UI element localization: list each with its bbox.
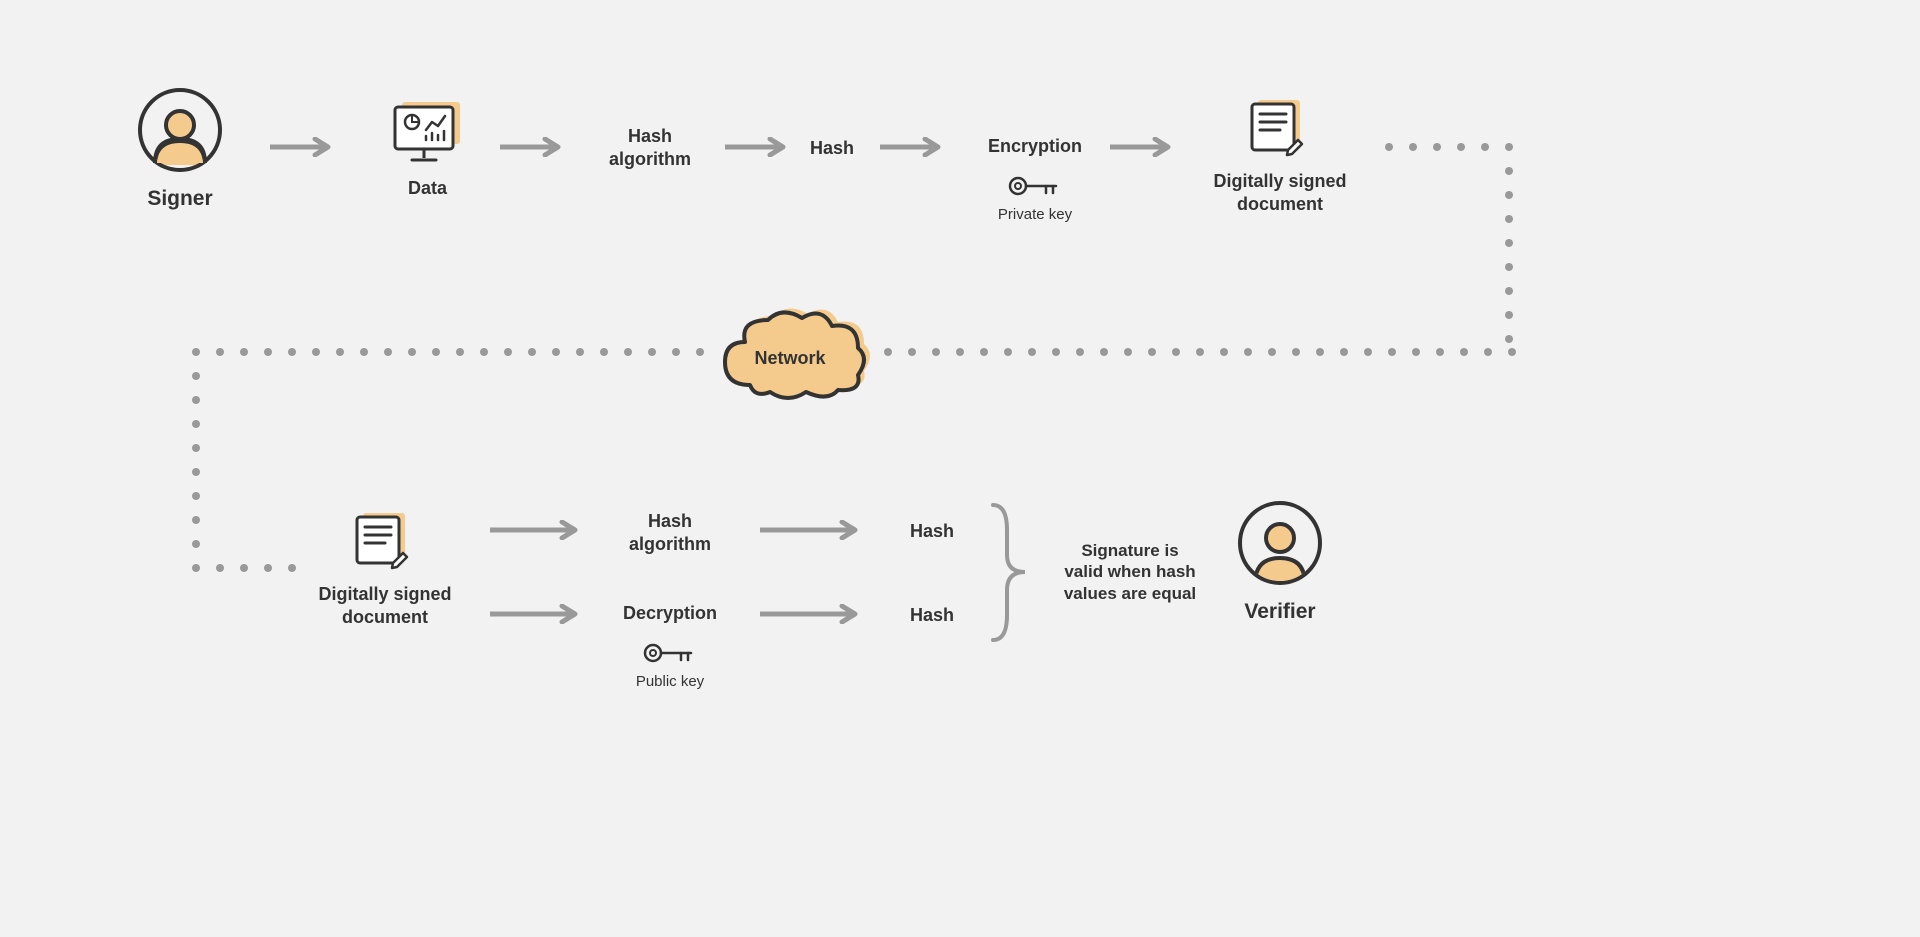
- verifier-label: Verifier: [1244, 600, 1315, 624]
- network-node: Network: [710, 300, 870, 410]
- hash-algorithm-top: Hash algorithm: [590, 125, 710, 170]
- signed-doc-bottom: Digitally signed document: [300, 513, 470, 628]
- monitor-icon: [390, 102, 465, 167]
- arrow: [760, 604, 865, 624]
- decryption-node: Decryption Public key: [610, 602, 730, 690]
- dotted-connector: [192, 348, 704, 356]
- network-label: Network: [710, 347, 870, 370]
- signed-doc-top-label: Digitally signed document: [1213, 170, 1346, 215]
- arrow: [880, 137, 945, 157]
- hash-bottom-2-label: Hash: [910, 604, 954, 627]
- user-icon: [1235, 498, 1325, 588]
- private-key-label: Private key: [998, 206, 1072, 223]
- curly-brace: [985, 500, 1035, 650]
- validity-text: Signature is valid when hash values are …: [1050, 540, 1210, 604]
- hash-bottom-1-label: Hash: [910, 520, 954, 543]
- public-key-label: Public key: [636, 673, 704, 690]
- arrow: [270, 137, 335, 157]
- encryption-node: Encryption Private key: [975, 135, 1095, 223]
- data-node: Data: [390, 102, 465, 200]
- document-pencil-icon: [355, 513, 415, 573]
- decryption-label: Decryption: [623, 602, 717, 625]
- key-icon: [1008, 176, 1063, 198]
- arrow: [1110, 137, 1175, 157]
- hash-bottom-1: Hash: [910, 520, 954, 543]
- signed-doc-bottom-label: Digitally signed document: [318, 583, 451, 628]
- hash-top: Hash: [810, 137, 854, 160]
- user-icon: [135, 85, 225, 175]
- arrow: [490, 520, 585, 540]
- hash-top-label: Hash: [810, 137, 854, 160]
- verifier-node: Verifier: [1235, 498, 1325, 624]
- document-pencil-icon: [1250, 100, 1310, 160]
- key-icon: [643, 643, 698, 665]
- hash-algorithm-top-label: Hash algorithm: [609, 125, 691, 170]
- dotted-connector: [884, 348, 1516, 356]
- validity-label: Signature is valid when hash values are …: [1064, 540, 1196, 604]
- dotted-connector: [1385, 143, 1513, 151]
- dotted-connector: [192, 372, 200, 572]
- data-label: Data: [408, 177, 447, 200]
- arrow: [760, 520, 865, 540]
- hash-bottom-2: Hash: [910, 604, 954, 627]
- hash-algorithm-bottom: Hash algorithm: [610, 510, 730, 555]
- encryption-label: Encryption: [988, 135, 1082, 158]
- dotted-connector: [1505, 167, 1513, 343]
- hash-algorithm-bottom-label: Hash algorithm: [629, 510, 711, 555]
- arrow: [725, 137, 790, 157]
- signer-node: Signer: [135, 85, 225, 211]
- arrow: [500, 137, 565, 157]
- arrow: [490, 604, 585, 624]
- signed-doc-top: Digitally signed document: [1195, 100, 1365, 215]
- signer-label: Signer: [147, 187, 212, 211]
- dotted-connector: [216, 564, 296, 572]
